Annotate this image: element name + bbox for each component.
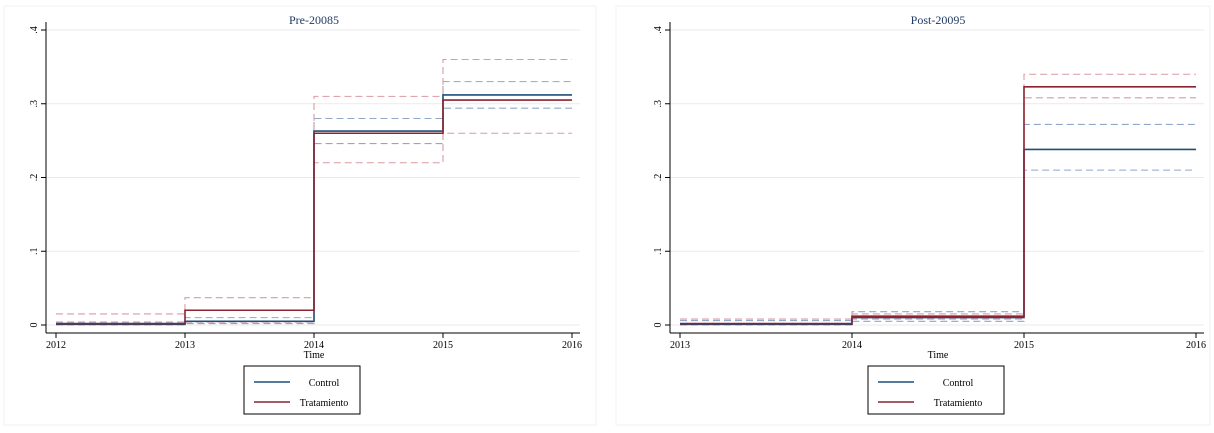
x-tick-label: 2012 — [46, 340, 66, 351]
panel-frame — [615, 5, 1211, 426]
x-tick-label: 2015 — [433, 340, 453, 351]
legend: Control Tratamiento — [243, 365, 361, 415]
x-tick-label: 2013 — [670, 340, 690, 351]
y-tick-label: .4 — [29, 26, 40, 34]
y-tick-label: .3 — [29, 100, 40, 108]
y-tick-label: .2 — [653, 174, 664, 182]
legend-label-tratamiento: Tratamiento — [934, 398, 983, 409]
legend-label-tratamiento: Tratamiento — [300, 398, 349, 409]
x-tick-label: 2014 — [842, 340, 862, 351]
x-axis-title: Time — [304, 350, 325, 361]
legend-box — [243, 365, 361, 415]
legend-label-control: Control — [943, 378, 974, 389]
series-line-tratamiento — [680, 85, 1196, 325]
x-tick-label: 2015 — [1014, 340, 1034, 351]
series-line-control_ci — [680, 169, 1196, 326]
series-line-control_ci — [680, 123, 1196, 322]
legend-box — [867, 365, 1005, 415]
y-tick-label: .4 — [653, 26, 664, 34]
y-tick-label: .2 — [29, 174, 40, 182]
y-tick-label: 0 — [29, 323, 40, 328]
series-line-tratamiento_ci — [56, 132, 572, 326]
x-tick-label: 2016 — [1186, 340, 1206, 351]
y-tick-label: 0 — [653, 323, 664, 328]
chart-title: Post-20095 — [911, 13, 966, 27]
x-axis-title: Time — [928, 350, 949, 361]
chart-panel-1: Pre-20085 0 .1 .2 .3 .4 2012 2013 2014 2015 2016 Ti… — [3, 5, 597, 426]
series-line-tratamiento — [56, 99, 572, 325]
series-line-tratamiento_ci — [680, 73, 1196, 320]
y-tick-label: .1 — [653, 248, 664, 256]
y-tick-label: .3 — [653, 100, 664, 108]
chart-title: Pre-20085 — [289, 13, 339, 27]
x-tick-label: 2013 — [175, 340, 195, 351]
series-line-control_ci — [56, 81, 572, 323]
x-tick-label: 2016 — [562, 340, 582, 351]
series-line-control — [680, 148, 1196, 326]
x-tick-label: 2014 — [304, 340, 324, 351]
legend-label-control: Control — [309, 378, 340, 389]
legend: Control Tratamiento — [867, 365, 1005, 415]
y-tick-label: .1 — [29, 248, 40, 256]
series-line-tratamiento_ci — [680, 97, 1196, 326]
panel-frame — [3, 5, 597, 426]
chart-panel-2: Post-20095 0 .1 .2 .3 .4 2013 2014 2015 2016 Time C… — [615, 5, 1211, 426]
